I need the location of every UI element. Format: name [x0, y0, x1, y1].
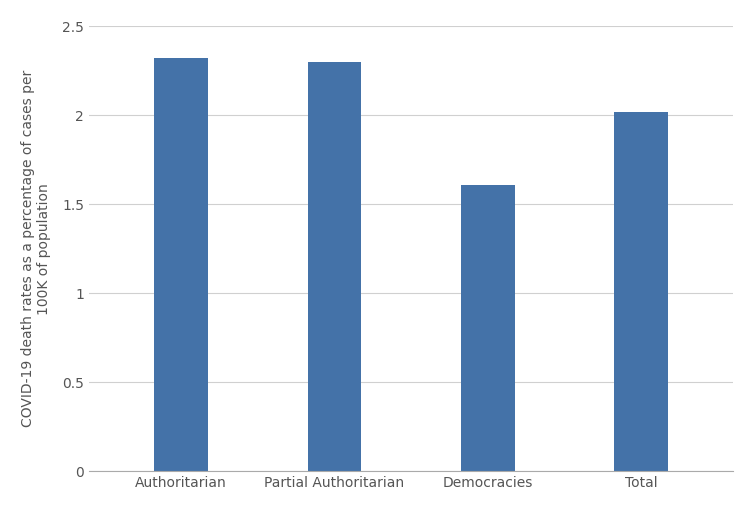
Bar — [154, 58, 208, 471]
Bar — [308, 62, 361, 471]
Y-axis label: COVID-19 death rates as a percentage of cases per
100K of population: COVID-19 death rates as a percentage of … — [21, 70, 51, 427]
Bar — [461, 185, 515, 471]
Bar — [615, 112, 668, 471]
